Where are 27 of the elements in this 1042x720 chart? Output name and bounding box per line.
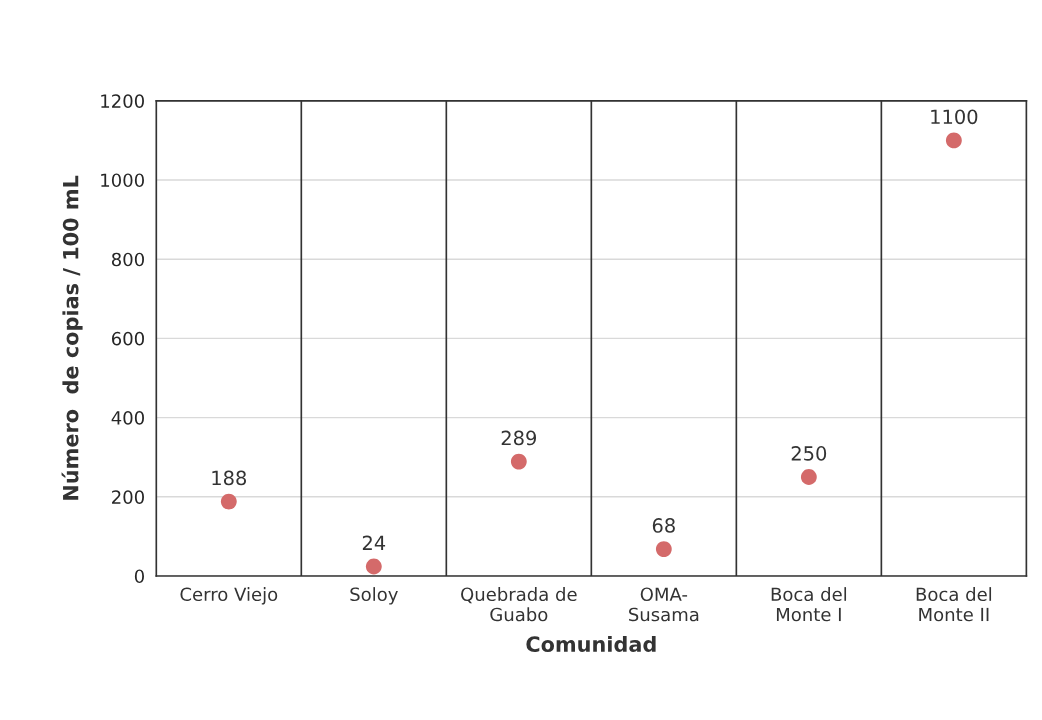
x-tick-label: Boca del Monte II	[916, 587, 992, 622]
data-label: 24	[362, 535, 386, 550]
x-tick-label: OMA- Susama	[629, 587, 699, 622]
point	[365, 558, 382, 575]
data-label: 1100	[931, 109, 978, 125]
x-tick-label: Quebrada de Guabo	[461, 587, 577, 622]
data-label: 68	[652, 518, 675, 533]
x-tick-label: Soloy	[350, 587, 398, 605]
y-tick-label: 400	[111, 411, 144, 425]
y-axis-title: Número de copias / 100 mL	[61, 175, 83, 500]
y-tick-label: 1200	[101, 94, 144, 108]
y-tick-label: 0	[134, 569, 144, 584]
point	[510, 453, 527, 470]
data-label: 289	[501, 430, 537, 446]
point	[945, 132, 962, 149]
x-tick-label: Cerro Viejo	[180, 587, 278, 605]
x-tick-label: Boca del Monte I	[771, 587, 847, 622]
y-tick-label: 800	[111, 252, 144, 267]
y-tick-label: 600	[111, 331, 144, 346]
data-label: 250	[791, 446, 827, 461]
y-tick-label: 1000	[101, 173, 144, 188]
y-tick-label: 200	[112, 490, 144, 504]
point	[220, 493, 237, 510]
point	[800, 469, 817, 485]
x-axis-title: Comunidad	[526, 635, 656, 653]
point	[655, 541, 672, 557]
data-label: 188	[212, 470, 247, 486]
